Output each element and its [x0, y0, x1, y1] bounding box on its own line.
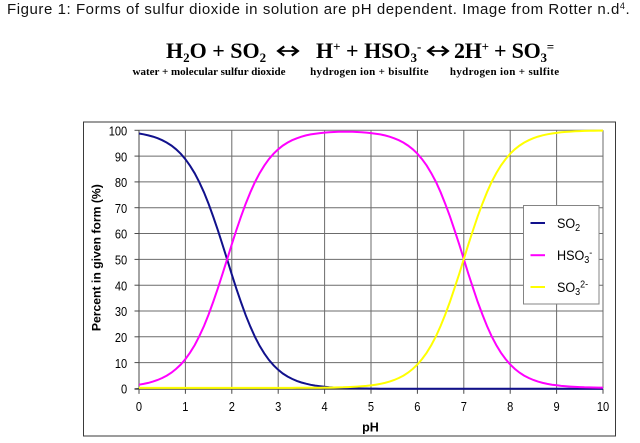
svg-text:6: 6: [414, 399, 420, 414]
svg-text:0: 0: [121, 382, 127, 397]
svg-text:4: 4: [322, 399, 328, 414]
svg-text:10: 10: [597, 399, 610, 414]
svg-text:Percent in given form (%): Percent in given form (%): [89, 184, 103, 331]
svg-text:10: 10: [115, 356, 128, 371]
svg-text:HSO3-: HSO3-: [557, 247, 592, 266]
svg-text:40: 40: [115, 278, 128, 293]
svg-text:1: 1: [182, 399, 188, 414]
svg-text:2: 2: [229, 399, 235, 414]
svg-text:50: 50: [115, 253, 128, 268]
svg-text:70: 70: [115, 201, 128, 216]
svg-text:3: 3: [275, 399, 281, 414]
svg-text:0: 0: [136, 399, 142, 414]
svg-text:90: 90: [115, 149, 128, 164]
svg-text:80: 80: [115, 175, 128, 190]
svg-text:pH: pH: [362, 420, 379, 434]
svg-text:100: 100: [109, 124, 128, 139]
svg-text:SO2: SO2: [557, 215, 580, 234]
svg-text:7: 7: [461, 399, 467, 414]
svg-text:30: 30: [115, 304, 128, 319]
svg-text:9: 9: [554, 399, 560, 414]
svg-text:20: 20: [115, 330, 128, 345]
svg-text:60: 60: [115, 227, 128, 242]
svg-text:8: 8: [507, 399, 513, 414]
svg-text:5: 5: [368, 399, 374, 414]
